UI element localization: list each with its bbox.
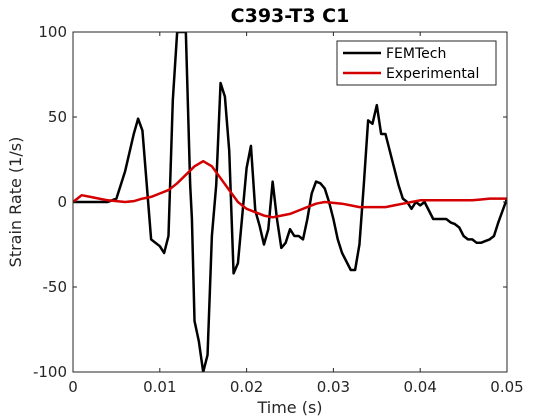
y-tick-label: 100: [38, 23, 67, 41]
x-tick-label: 0.01: [143, 378, 176, 396]
x-axis-label: Time (s): [256, 398, 322, 417]
y-tick-label: -50: [43, 278, 68, 296]
x-tick-label: 0.03: [317, 378, 350, 396]
y-tick-label: -100: [33, 363, 67, 381]
series-line-experimental: [73, 159, 507, 219]
legend-box: [336, 40, 497, 86]
x-tick-label: 0.04: [403, 378, 436, 396]
chart-title: C393-T3 C1: [231, 5, 350, 27]
legend-label-experimental: Experimental: [386, 66, 479, 82]
plot-area: [73, 32, 507, 372]
y-tick-label: 0: [57, 193, 67, 211]
x-tick-label: 0.02: [230, 378, 263, 396]
y-tick-label: 50: [48, 108, 67, 126]
series-layer: [73, 32, 507, 372]
x-tick-label: 0.05: [490, 378, 523, 396]
tick-layer: 0 0.01 0.02 0.03 0.04 0.05 -100 -50 0 50 100: [33, 23, 524, 396]
legend: FEMTech Experimental: [336, 40, 497, 86]
y-axis-label: Strain Rate (1/s): [6, 137, 25, 268]
series-line-femtech: [73, 32, 507, 372]
x-tick-label: 0: [68, 378, 78, 396]
legend-label-femtech: FEMTech: [386, 46, 446, 62]
